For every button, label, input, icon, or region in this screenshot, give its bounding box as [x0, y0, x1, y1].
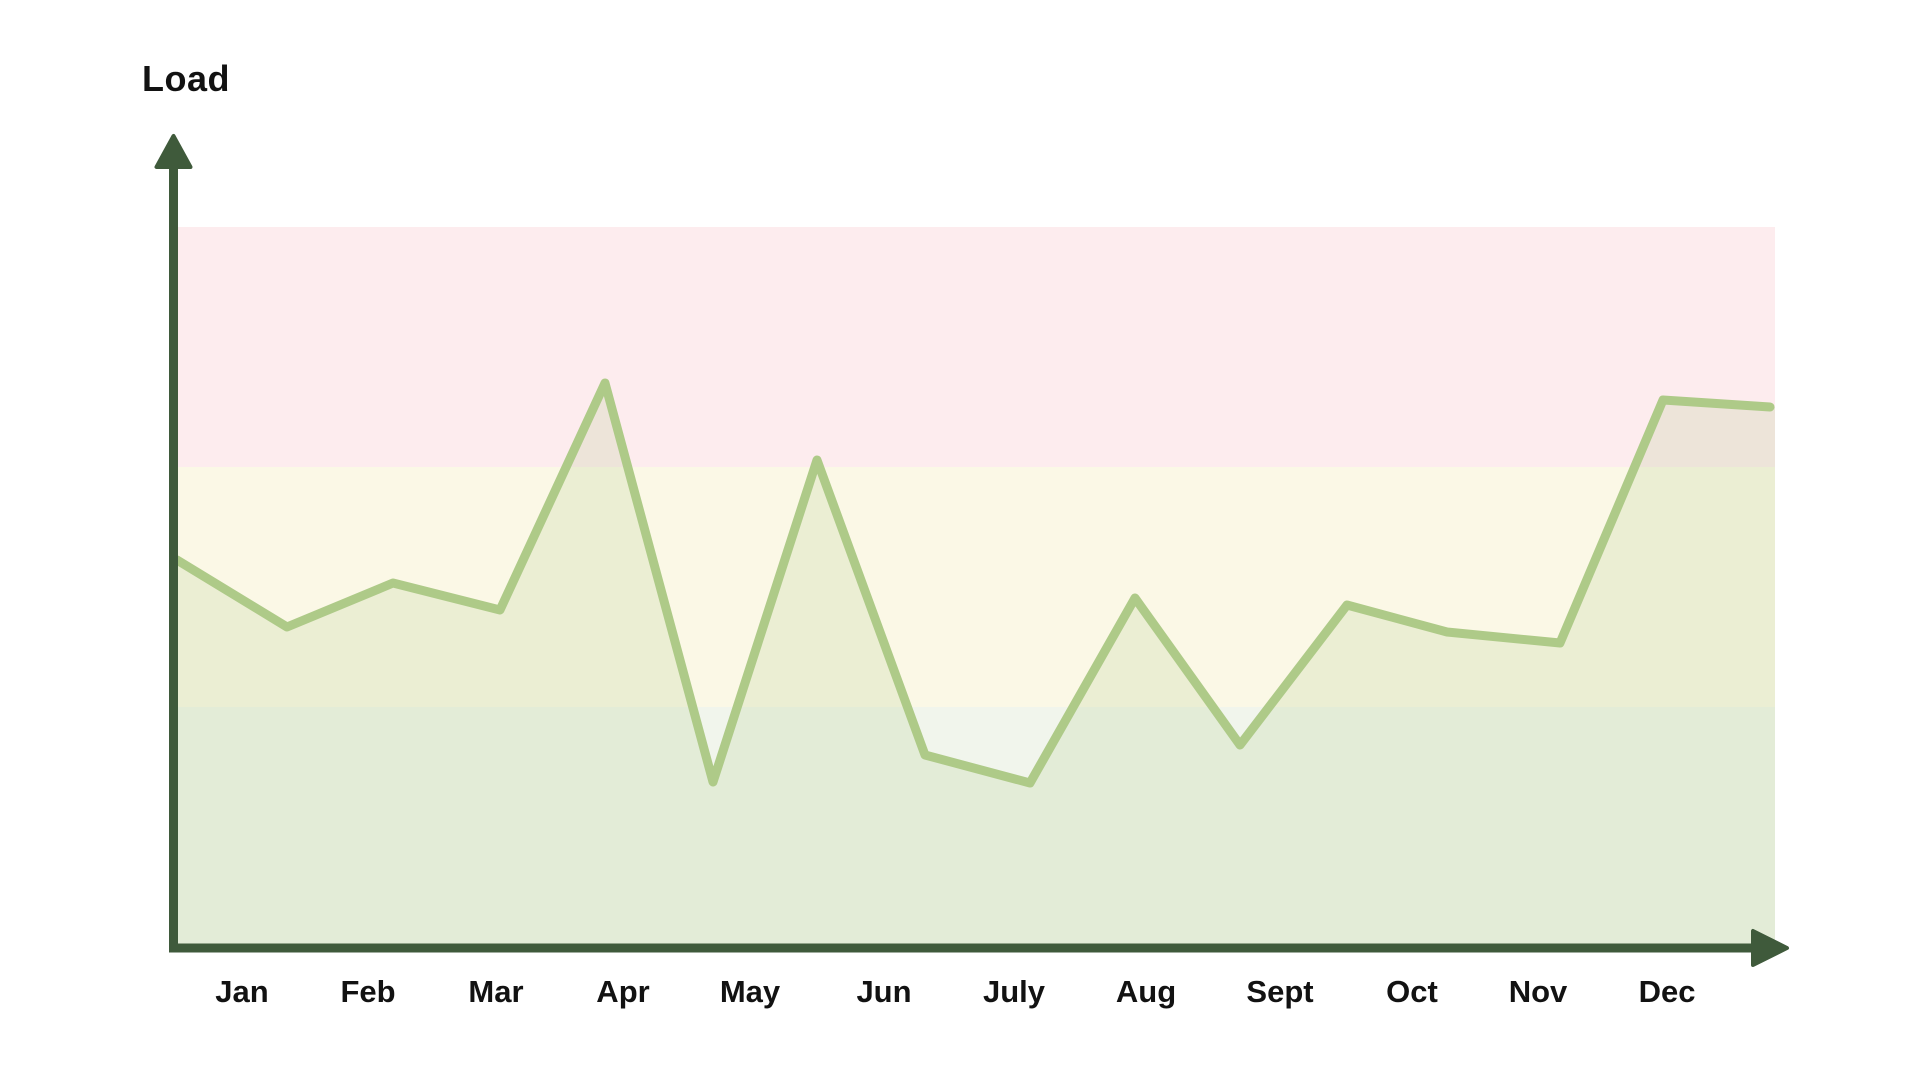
- load-area-fill: [177, 383, 1775, 944]
- threshold-zones: [177, 227, 1775, 944]
- zone-high: [177, 227, 1775, 467]
- zone-low: [177, 707, 1775, 944]
- load-series: [172, 378, 1775, 944]
- load-line: [172, 378, 1775, 788]
- x-axis-arrow-icon: [1751, 929, 1789, 967]
- y-axis-arrow-icon: [154, 134, 193, 169]
- chart-title: Load: [142, 58, 230, 99]
- zone-medium: [177, 467, 1775, 707]
- axes: [154, 134, 1789, 967]
